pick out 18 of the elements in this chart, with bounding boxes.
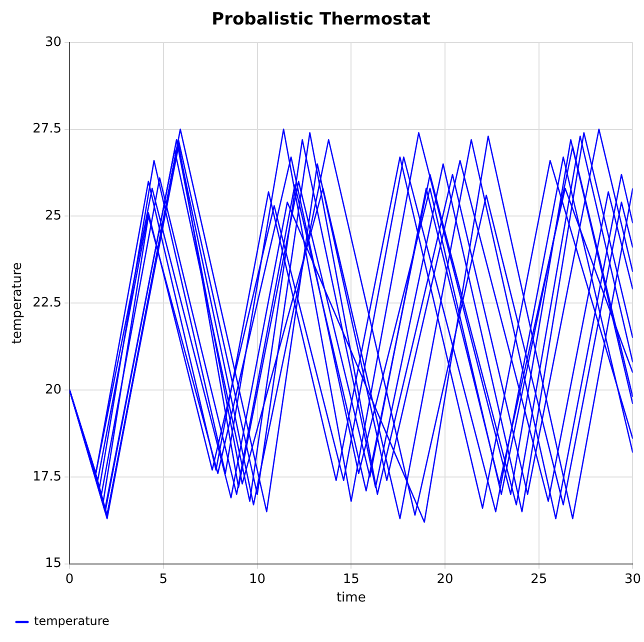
y-tick-label: 22.5	[32, 295, 62, 310]
y-axis-title: temperature	[10, 262, 26, 344]
x-tick-label: 30	[624, 572, 641, 587]
y-tick-label: 30	[45, 34, 62, 50]
y-tick-label: 17.5	[32, 469, 62, 484]
x-tick-label: 25	[530, 572, 548, 587]
chart-title: Probalistic Thermostat	[212, 10, 430, 30]
x-tick-label: 10	[249, 572, 266, 587]
y-tick-label: 15	[45, 556, 62, 572]
legend-label: temperature	[34, 614, 110, 628]
y-tick-label: 20	[45, 382, 62, 398]
x-tick-label: 20	[436, 572, 454, 587]
x-tick-label: 5	[159, 572, 168, 587]
y-tick-label: 25	[45, 208, 62, 224]
y-tick-label: 27.5	[32, 122, 62, 137]
x-tick-label: 15	[342, 572, 360, 587]
x-axis-title: time	[336, 590, 366, 606]
x-tick-label: 0	[65, 572, 74, 587]
